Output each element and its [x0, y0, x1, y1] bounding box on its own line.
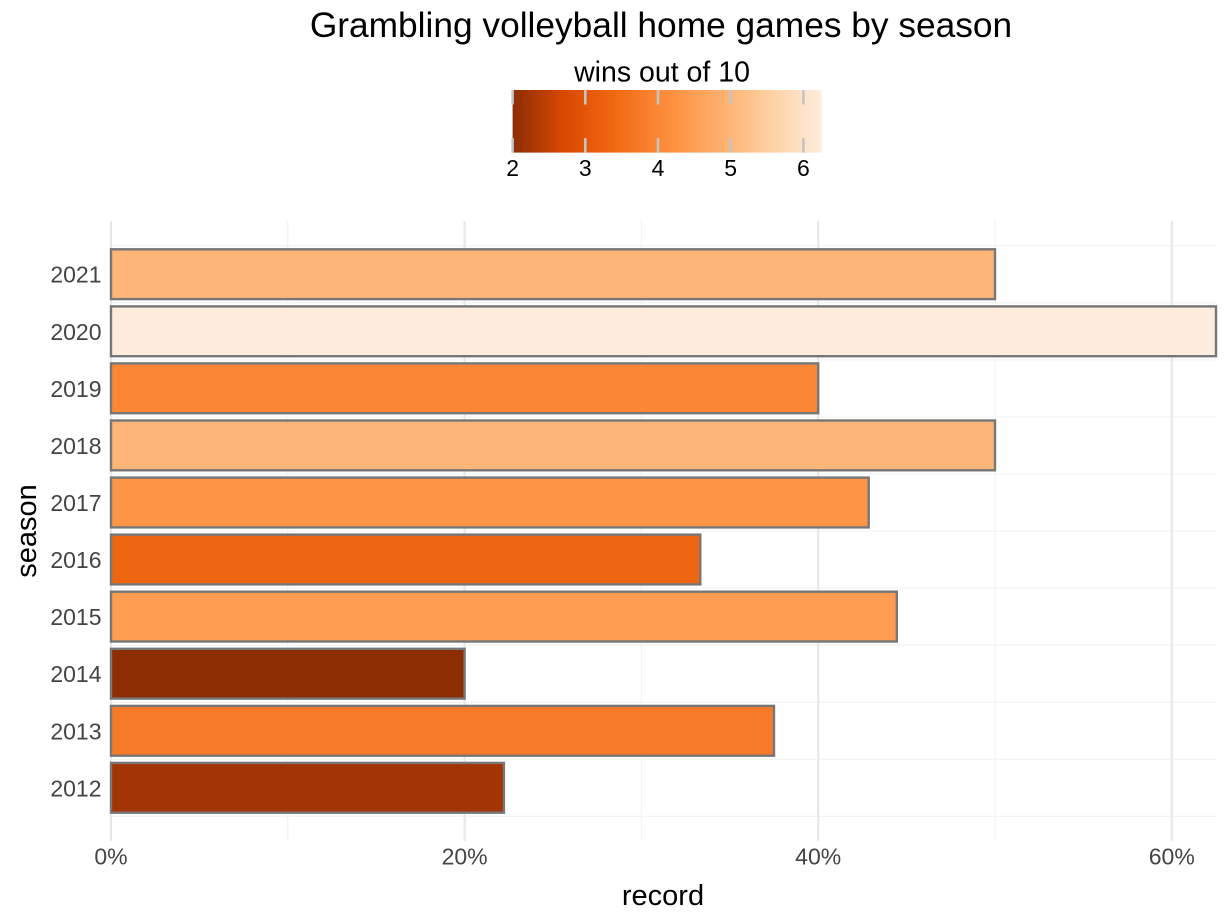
- svg-text:2019: 2019: [50, 376, 101, 402]
- svg-text:20%: 20%: [442, 844, 488, 870]
- svg-text:40%: 40%: [795, 844, 841, 870]
- svg-text:Grambling volleyball home game: Grambling volleyball home games by seaso…: [310, 6, 1012, 45]
- svg-text:2012: 2012: [50, 775, 101, 801]
- svg-text:2016: 2016: [50, 547, 101, 573]
- svg-text:6: 6: [797, 155, 810, 181]
- svg-text:60%: 60%: [1149, 844, 1195, 870]
- svg-text:4: 4: [652, 155, 665, 181]
- svg-text:2: 2: [506, 155, 519, 181]
- svg-text:wins out of 10: wins out of 10: [573, 57, 750, 89]
- svg-text:3: 3: [579, 155, 592, 181]
- svg-text:2018: 2018: [50, 433, 101, 459]
- svg-text:2015: 2015: [50, 604, 101, 630]
- svg-text:0%: 0%: [94, 844, 127, 870]
- svg-text:record: record: [622, 880, 704, 912]
- svg-text:2014: 2014: [50, 661, 101, 687]
- svg-text:2020: 2020: [50, 319, 101, 345]
- svg-text:5: 5: [724, 155, 737, 181]
- svg-text:2021: 2021: [50, 262, 101, 288]
- svg-text:season: season: [11, 484, 43, 578]
- svg-text:2013: 2013: [50, 718, 101, 744]
- svg-text:2017: 2017: [50, 490, 101, 516]
